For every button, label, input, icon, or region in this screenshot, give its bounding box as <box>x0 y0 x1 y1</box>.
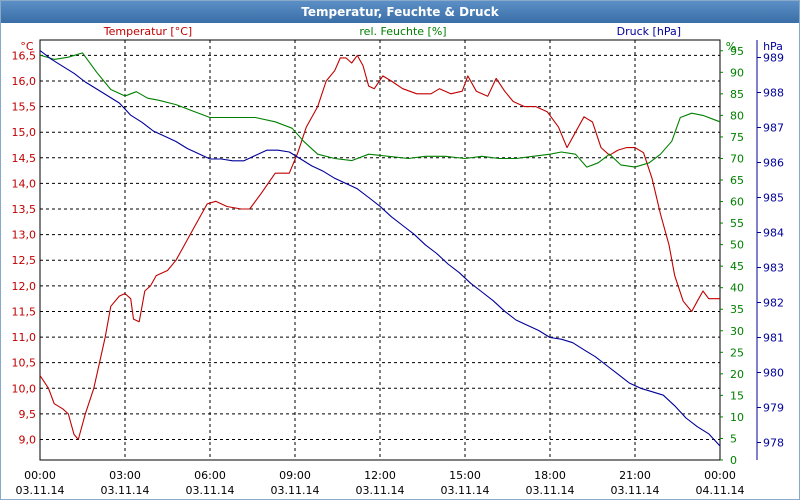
temperature-tick: 10,5 <box>12 357 37 370</box>
temperature-tick: 9,5 <box>19 408 37 421</box>
temperature-unit: °C <box>20 40 34 53</box>
humidity-tick: 75 <box>730 131 744 144</box>
x-tick-date: 03.11.14 <box>526 484 575 497</box>
temperature-tick: 11,5 <box>12 305 37 318</box>
pressure-tick: 985 <box>763 192 784 205</box>
humidity-tick: 80 <box>730 109 744 122</box>
x-tick-date: 04.11.14 <box>696 484 745 497</box>
x-tick-time: 21:00 <box>619 469 651 482</box>
temperature-series-line <box>39 54 720 441</box>
x-tick-time: 12:00 <box>364 469 396 482</box>
x-tick-date: 03.11.14 <box>271 484 320 497</box>
pressure-series-line <box>39 50 721 447</box>
legend-temperature: Temperatur [°C] <box>103 25 192 38</box>
x-tick-time: 06:00 <box>194 469 226 482</box>
pressure-tick: 980 <box>763 367 784 380</box>
x-tick-date: 03.11.14 <box>186 484 235 497</box>
pressure-tick: 978 <box>763 437 784 450</box>
humidity-tick: 25 <box>730 346 744 359</box>
x-tick-date: 03.11.14 <box>16 484 65 497</box>
temperature-tick: 12,5 <box>12 254 37 267</box>
humidity-tick: 60 <box>730 196 744 209</box>
humidity-tick: 30 <box>730 325 744 338</box>
temperature-tick: 15,5 <box>12 101 37 114</box>
humidity-tick: 65 <box>730 174 744 187</box>
temperature-tick: 12,0 <box>12 280 37 293</box>
legend-pressure: Druck [hPa] <box>617 25 681 38</box>
x-tick-time: 00:00 <box>704 469 736 482</box>
x-tick-date: 03.11.14 <box>356 484 405 497</box>
humidity-tick: 35 <box>730 303 744 316</box>
humidity-tick: 70 <box>730 152 744 165</box>
temperature-tick: 16,0 <box>12 75 37 88</box>
pressure-tick: 988 <box>763 87 784 100</box>
pressure-tick: 981 <box>763 332 784 345</box>
x-tick-time: 03:00 <box>109 469 141 482</box>
x-tick-time: 09:00 <box>279 469 311 482</box>
pressure-tick: 979 <box>763 402 784 415</box>
temperature-tick: 9,0 <box>19 434 37 447</box>
humidity-unit: % <box>726 40 736 53</box>
temperature-tick: 13,0 <box>12 229 37 242</box>
x-tick-time: 18:00 <box>534 469 566 482</box>
humidity-tick: 5 <box>730 432 737 445</box>
humidity-tick: 10 <box>730 411 744 424</box>
humidity-tick: 15 <box>730 389 744 402</box>
pressure-tick: 984 <box>763 227 784 240</box>
temperature-tick: 16,5 <box>12 49 37 62</box>
humidity-tick: 45 <box>730 260 744 273</box>
humidity-tick: 90 <box>730 66 744 79</box>
pressure-unit: hPa <box>763 40 783 53</box>
humidity-series-line <box>39 52 721 168</box>
pressure-tick: 987 <box>763 122 784 135</box>
humidity-tick: 95 <box>730 45 744 58</box>
pressure-tick: 983 <box>763 262 784 275</box>
humidity-tick: 0 <box>730 454 737 467</box>
window-title: Temperatur, Feuchte & Druck <box>1 1 799 23</box>
humidity-tick: 85 <box>730 88 744 101</box>
pressure-tick: 982 <box>763 297 784 310</box>
temperature-tick: 14,5 <box>12 152 37 165</box>
temperature-tick: 14,0 <box>12 177 37 190</box>
humidity-tick: 50 <box>730 239 744 252</box>
x-tick-date: 03.11.14 <box>441 484 490 497</box>
x-tick-time: 15:00 <box>449 469 481 482</box>
legend-humidity: rel. Feuchte [%] <box>359 25 446 38</box>
pressure-tick: 989 <box>763 52 784 65</box>
temperature-tick: 10,0 <box>12 382 37 395</box>
humidity-tick: 55 <box>730 217 744 230</box>
x-tick-time: 00:00 <box>24 469 56 482</box>
temperature-tick: 11,0 <box>12 331 37 344</box>
x-tick-date: 03.11.14 <box>101 484 150 497</box>
x-tick-date: 03.11.14 <box>611 484 660 497</box>
pressure-tick: 986 <box>763 157 784 170</box>
humidity-tick: 40 <box>730 282 744 295</box>
temperature-tick: 15,0 <box>12 126 37 139</box>
temperature-tick: 13,5 <box>12 203 37 216</box>
humidity-tick: 20 <box>730 368 744 381</box>
